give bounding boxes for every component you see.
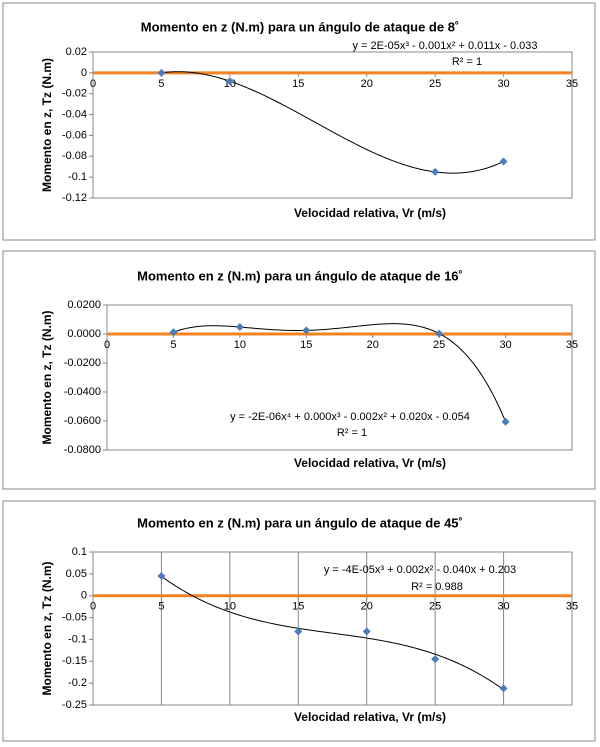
data-point xyxy=(169,328,178,337)
x-tick-label: 5 xyxy=(158,601,164,613)
x-axis-label: Velocidad relativa, Vr (m/s) xyxy=(294,456,446,470)
y-tick-label: -0.0200 xyxy=(64,357,101,369)
y-tick-label: 0.1 xyxy=(72,546,87,558)
plot-area xyxy=(106,304,573,451)
data-point xyxy=(501,417,510,426)
x-axis-label: Velocidad relativa, Vr (m/s) xyxy=(294,710,446,724)
data-point xyxy=(435,329,444,338)
data-point xyxy=(431,655,440,664)
x-tick-label: 15 xyxy=(292,601,304,613)
r-squared: R² = 1 xyxy=(452,56,482,68)
y-tick-label: -0.1 xyxy=(68,633,87,645)
trendline xyxy=(173,323,507,422)
x-tick-label: 35 xyxy=(566,78,578,90)
chart-panel xyxy=(2,2,596,241)
y-tick-label: -0.1 xyxy=(68,171,87,183)
y-tick-label: 0.0200 xyxy=(67,299,101,311)
y-tick-label: -0.05 xyxy=(62,611,87,623)
x-axis-label: Velocidad relativa, Vr (m/s) xyxy=(294,206,446,220)
data-point xyxy=(499,684,508,693)
x-tick-label: 30 xyxy=(497,78,509,90)
trendline-equation: y = 2E-05x³ - 0.001x² + 0.011x - 0.033 xyxy=(352,40,537,52)
y-tick-label: -0.25 xyxy=(62,699,87,711)
y-tick-label: -0.0800 xyxy=(64,444,101,456)
chart-title: Momento en z (N.m) para un ángulo de ata… xyxy=(137,515,463,530)
chart-panel xyxy=(2,250,596,490)
y-axis-label: Momento en z, Tz (N.m) xyxy=(40,311,54,445)
x-tick-label: 30 xyxy=(497,601,509,613)
x-tick-label: 0 xyxy=(90,78,96,90)
data-point xyxy=(431,167,440,176)
y-tick-label: 0.02 xyxy=(66,46,87,58)
y-tick-label: -0.0400 xyxy=(64,386,101,398)
y-tick-label: -0.2 xyxy=(68,677,87,689)
y-tick-label: -0.12 xyxy=(62,192,87,204)
trendline-equation: y = -2E-06x⁴ + 0.000x³ - 0.002x² + 0.020… xyxy=(230,411,470,423)
x-tick-label: 35 xyxy=(566,601,578,613)
y-axis-label: Momento en z, Tz (N.m) xyxy=(40,562,54,696)
data-point xyxy=(362,627,371,636)
x-tick-label: 0 xyxy=(104,339,110,351)
x-tick-label: 15 xyxy=(300,339,312,351)
data-point xyxy=(294,627,303,636)
y-tick-label: -0.0600 xyxy=(64,415,101,427)
y-tick-label: 0 xyxy=(81,67,87,79)
data-point xyxy=(235,323,244,332)
trendline xyxy=(161,71,504,174)
x-tick-label: 15 xyxy=(292,78,304,90)
x-tick-label: 20 xyxy=(361,78,373,90)
x-tick-label: 35 xyxy=(566,339,578,351)
r-squared: R² = 0.988 xyxy=(411,581,463,593)
data-point xyxy=(499,157,508,166)
y-tick-label: 0.0000 xyxy=(67,328,101,340)
data-point xyxy=(225,77,234,86)
chart-panel xyxy=(2,500,596,742)
x-tick-label: 5 xyxy=(158,78,164,90)
trendline xyxy=(161,575,504,691)
y-axis-label: Momento en z, Tz (N.m) xyxy=(40,58,54,192)
x-tick-label: 30 xyxy=(499,339,511,351)
plot-area xyxy=(92,51,573,199)
chart-title: Momento en z (N.m) para un ángulo de ata… xyxy=(137,268,463,283)
x-tick-label: 0 xyxy=(90,601,96,613)
x-tick-label: 10 xyxy=(234,339,246,351)
x-tick-label: 20 xyxy=(361,601,373,613)
x-tick-label: 25 xyxy=(429,78,441,90)
x-tick-label: 20 xyxy=(367,339,379,351)
x-tick-label: 5 xyxy=(170,339,176,351)
x-tick-label: 25 xyxy=(433,339,445,351)
y-tick-label: -0.02 xyxy=(62,88,87,100)
data-point xyxy=(157,572,166,581)
y-tick-label: 0.05 xyxy=(66,568,87,580)
x-tick-label: 25 xyxy=(429,601,441,613)
y-tick-label: 0 xyxy=(81,590,87,602)
trendline-equation: y = -4E-05x³ + 0.002x² - 0.040x + 0.203 xyxy=(324,564,516,576)
chart-title: Momento en z (N.m) para un ángulo de ata… xyxy=(141,19,460,34)
y-tick-label: -0.04 xyxy=(62,108,87,120)
y-tick-label: -0.08 xyxy=(62,150,87,162)
r-squared: R² = 1 xyxy=(337,427,367,439)
x-tick-label: 10 xyxy=(224,601,236,613)
y-tick-label: -0.15 xyxy=(62,655,87,667)
y-tick-label: -0.06 xyxy=(62,129,87,141)
data-point xyxy=(302,326,311,335)
data-point xyxy=(157,68,166,77)
